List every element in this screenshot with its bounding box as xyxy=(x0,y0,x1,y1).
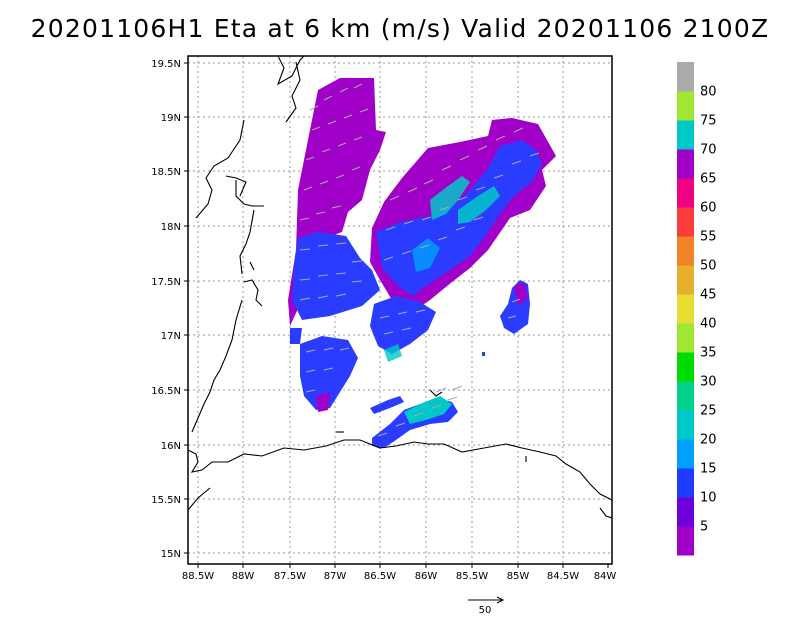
wind-region-south-cyan xyxy=(404,396,452,424)
colorbar-label: 10 xyxy=(700,491,717,506)
colorbar-label: 55 xyxy=(700,230,717,245)
wind-dot xyxy=(482,352,485,356)
y-tick-label: 16N xyxy=(161,441,181,452)
colorbar-swatch xyxy=(677,468,694,498)
map-title: 20201106H1 Eta at 6 km (m/s) Valid 20201… xyxy=(30,14,770,43)
y-tick-label: 19N xyxy=(161,113,181,124)
y-tick-label: 19.5N xyxy=(151,59,181,70)
coastline xyxy=(188,56,612,519)
colorbar-label: 60 xyxy=(700,201,717,216)
wind-region-blue-left xyxy=(292,232,380,320)
wind-region-south-streak xyxy=(370,396,404,414)
y-tick-label: 18.5N xyxy=(151,167,181,178)
colorbar: 5 10 15 20 25 30 35 40 45 50 55 60 65 70 75 80 xyxy=(677,62,717,556)
colorbar-swatch xyxy=(677,149,694,179)
colorbar-swatch xyxy=(677,439,694,469)
x-tick-label: 87W xyxy=(324,571,347,582)
wind-region-mid-cyan xyxy=(384,344,402,362)
colorbar-label: 75 xyxy=(700,114,717,129)
colorbar-swatch xyxy=(677,178,694,208)
x-tick-label: 84W xyxy=(594,571,617,582)
x-tick-label: 85W xyxy=(507,571,530,582)
colorbar-swatch xyxy=(677,120,694,150)
x-tick-label: 88.5W xyxy=(182,571,214,582)
colorbar-label: 65 xyxy=(700,172,717,187)
colorbar-swatch xyxy=(677,410,694,440)
colorbar-swatch xyxy=(677,62,694,92)
colorbar-label: 70 xyxy=(700,143,717,158)
colorbar-swatch xyxy=(677,236,694,266)
y-tick-label: 17.5N xyxy=(151,277,181,288)
wind-region-mid xyxy=(370,296,436,354)
wind-field xyxy=(288,78,556,448)
y-tick-label: 18N xyxy=(161,222,181,233)
reference-vector-label: 50 xyxy=(479,605,492,616)
colorbar-label: 25 xyxy=(700,404,717,419)
x-tick-label: 87.5W xyxy=(274,571,306,582)
colorbar-label: 20 xyxy=(700,433,717,448)
colorbar-label: 80 xyxy=(700,85,717,100)
axis-ticks xyxy=(184,62,609,568)
colorbar-label: 5 xyxy=(700,520,708,535)
colorbar-label: 40 xyxy=(700,317,717,332)
colorbar-swatch xyxy=(677,323,694,353)
colorbar-swatch xyxy=(677,91,694,121)
colorbar-label: 30 xyxy=(700,375,717,390)
wind-region-cyan-2 xyxy=(458,186,500,224)
colorbar-label: 15 xyxy=(700,462,717,477)
y-tick-labels: 19.5N 19N 18.5N 18N 17.5N 17N 16.5N 16N … xyxy=(151,59,181,560)
y-tick-label: 16.5N xyxy=(151,386,181,397)
colorbar-swatch xyxy=(677,381,694,411)
reference-vector: 50 xyxy=(468,596,505,616)
colorbar-label: 35 xyxy=(700,346,717,361)
colorbar-swatch xyxy=(677,526,694,556)
y-tick-label: 15.5N xyxy=(151,495,181,506)
colorbar-swatch xyxy=(677,207,694,237)
x-tick-label: 85.5W xyxy=(456,571,488,582)
wind-region-nw xyxy=(288,78,386,326)
arrow-head-icon xyxy=(496,596,505,604)
x-tick-label: 84.5W xyxy=(547,571,579,582)
colorbar-swatch xyxy=(677,497,694,527)
wind-region-sw xyxy=(300,336,358,410)
colorbar-label: 50 xyxy=(700,259,717,274)
wind-region-sw-purple xyxy=(316,392,330,412)
y-tick-label: 17N xyxy=(161,331,181,342)
y-tick-label: 15N xyxy=(161,549,181,560)
wind-region-cyan-1 xyxy=(430,176,470,220)
plot-frame xyxy=(187,55,613,565)
x-tick-label: 86.5W xyxy=(364,571,396,582)
colorbar-label: 45 xyxy=(700,288,717,303)
x-tick-label: 86W xyxy=(415,571,438,582)
colorbar-swatch xyxy=(677,265,694,295)
colorbar-swatch xyxy=(677,352,694,382)
wind-region-cyan-3 xyxy=(412,238,440,272)
wind-vectors xyxy=(299,83,540,437)
x-tick-label: 88W xyxy=(232,571,255,582)
x-tick-labels: 88.5W 88W 87.5W 87W 86.5W 86W 85.5W 85W … xyxy=(182,571,616,582)
wind-region-sw-left xyxy=(290,328,302,344)
colorbar-swatch xyxy=(677,294,694,324)
